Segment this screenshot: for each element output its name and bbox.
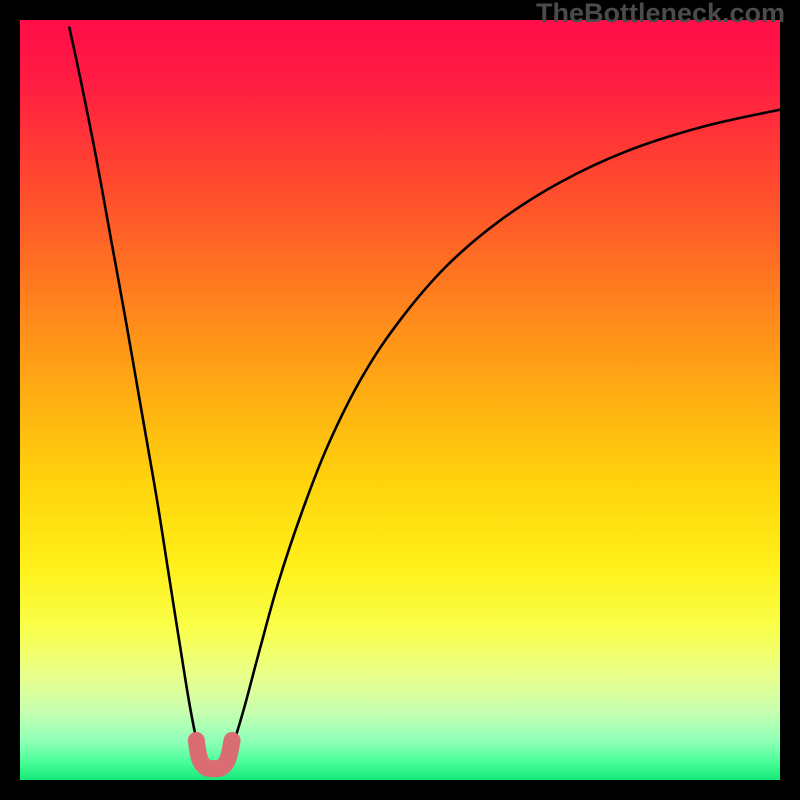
- watermark-text: TheBottleneck.com: [536, 0, 785, 29]
- chart-background: [20, 20, 780, 780]
- bottleneck-chart: [20, 20, 780, 780]
